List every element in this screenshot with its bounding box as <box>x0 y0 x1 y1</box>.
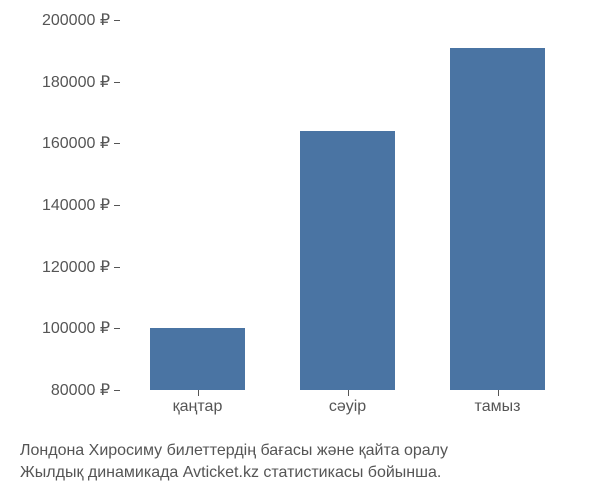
bar <box>300 131 395 390</box>
y-tick-mark <box>114 82 120 83</box>
caption-line-2: Жылдық динамикада Avticket.kz статистика… <box>20 462 448 484</box>
y-tick-label: 140000 ₽ <box>42 195 110 215</box>
y-tick-mark <box>114 390 120 391</box>
y-tick-label: 80000 ₽ <box>51 380 110 400</box>
y-tick-label: 160000 ₽ <box>42 133 110 153</box>
x-tick-mark <box>198 390 199 396</box>
plot-area <box>120 20 580 390</box>
y-tick-label: 120000 ₽ <box>42 257 110 277</box>
y-tick-mark <box>114 328 120 329</box>
y-tick-label: 100000 ₽ <box>42 318 110 338</box>
chart-caption: Лондона Хиросиму билеттердің бағасы және… <box>20 440 448 485</box>
bar <box>450 48 545 390</box>
x-tick-mark <box>498 390 499 396</box>
x-tick-mark <box>348 390 349 396</box>
y-tick-mark <box>114 20 120 21</box>
caption-line-1: Лондона Хиросиму билеттердің бағасы және… <box>20 440 448 462</box>
x-label: тамыз <box>475 398 521 416</box>
y-tick-mark <box>114 267 120 268</box>
x-label: қаңтар <box>173 398 223 416</box>
x-label: сәуір <box>329 398 366 416</box>
chart-container: Лондона Хиросиму билеттердің бағасы және… <box>10 10 590 490</box>
y-tick-mark <box>114 205 120 206</box>
y-tick-label: 180000 ₽ <box>42 72 110 92</box>
y-tick-mark <box>114 143 120 144</box>
bar <box>150 328 245 390</box>
y-tick-label: 200000 ₽ <box>42 10 110 30</box>
